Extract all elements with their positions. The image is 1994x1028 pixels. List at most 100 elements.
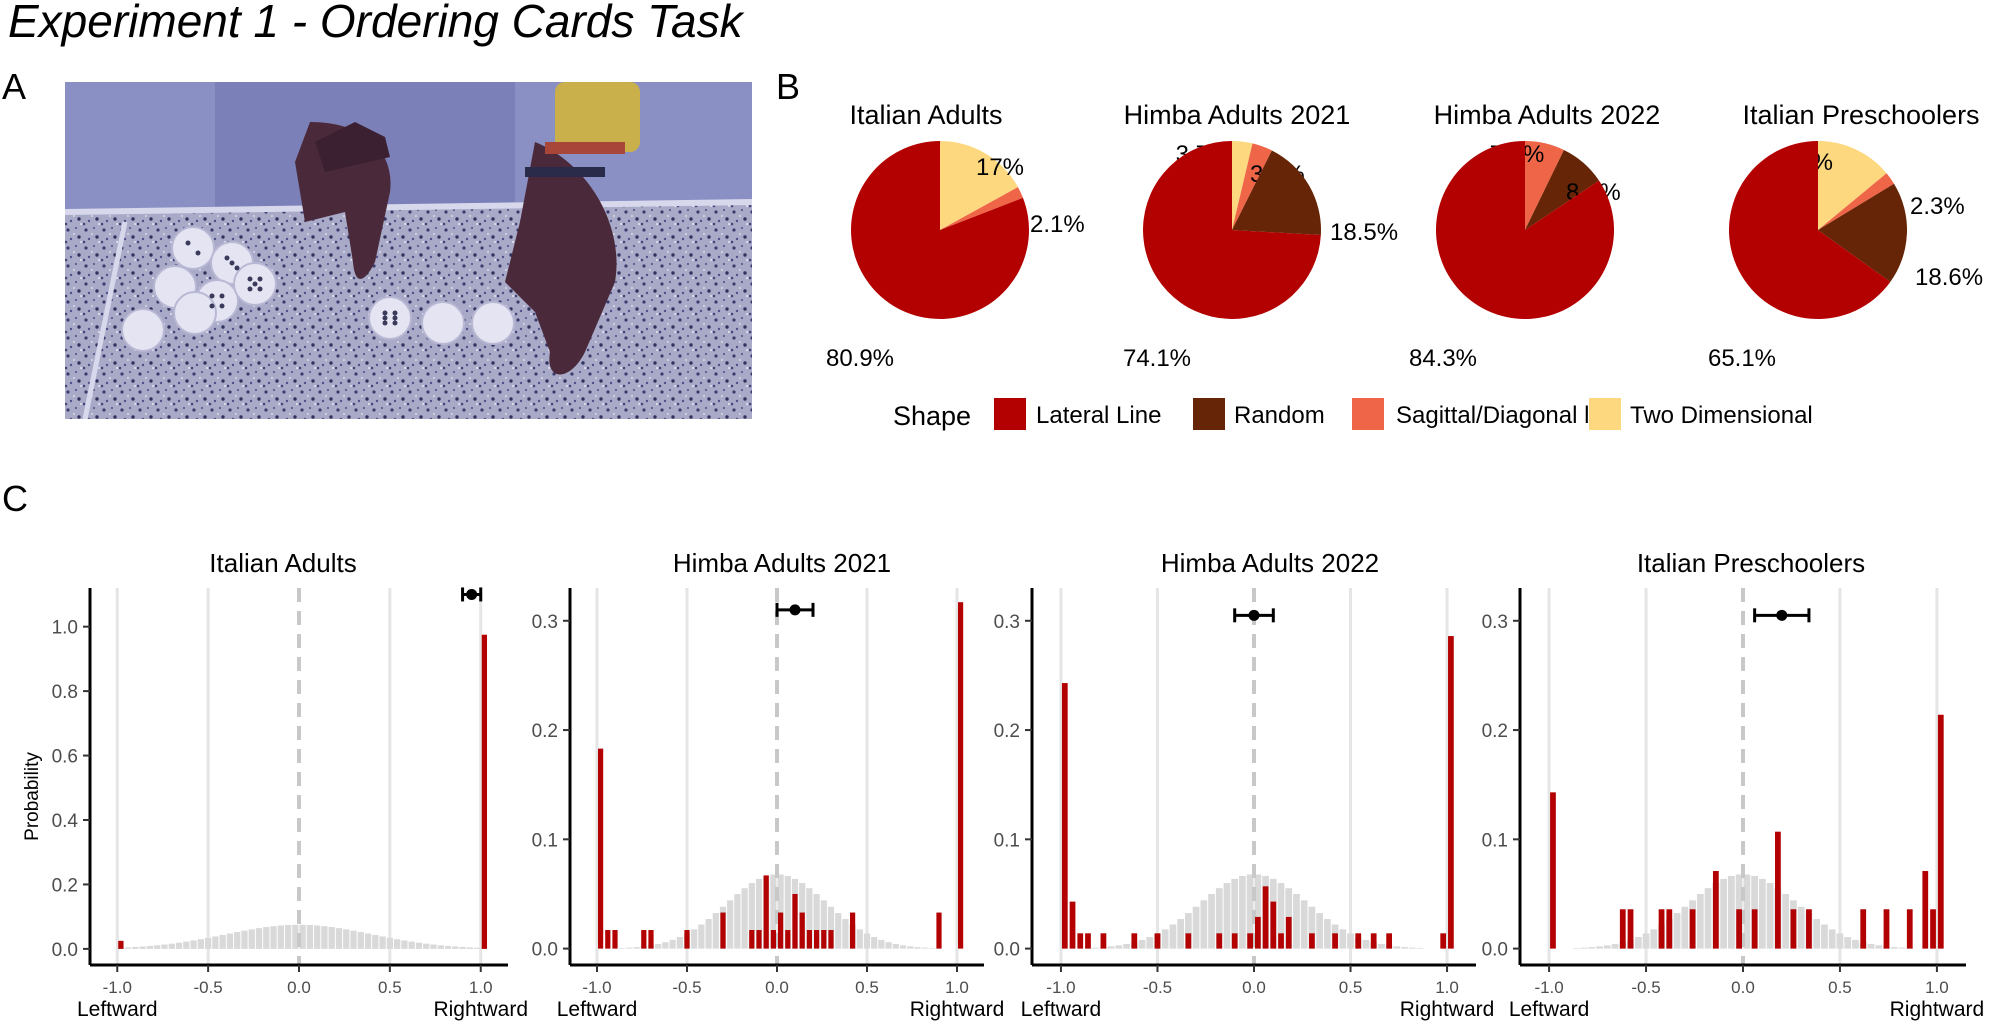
data-bar (1247, 933, 1253, 949)
prior-bar (820, 900, 827, 949)
x-tick-label: 0.5 (855, 978, 879, 997)
prior-bar (863, 933, 871, 949)
prior-bar (1169, 924, 1177, 949)
prior-bar (444, 945, 452, 949)
prior-bar (473, 947, 481, 949)
prior-bar (1797, 906, 1805, 949)
pie-slice-label: 17% (976, 154, 1024, 181)
prior-bar (132, 946, 139, 949)
prior-bar (379, 936, 386, 949)
data-bar (641, 930, 647, 949)
prior-bar (1782, 894, 1790, 949)
prior-bar (827, 906, 835, 949)
data-bar (1216, 933, 1223, 949)
prior-bar (1115, 945, 1123, 949)
x-tick-label: 1.0 (945, 978, 969, 997)
prior-bar (1362, 939, 1370, 949)
data-bar (1619, 909, 1626, 949)
prior-bar (335, 928, 343, 949)
prior-bar (619, 947, 626, 949)
y-axis-label: Probability (22, 752, 43, 841)
prior-bar (1572, 947, 1580, 949)
prior-bar (430, 944, 437, 949)
prior-bar (1339, 929, 1347, 949)
legend-title: Shape (893, 401, 971, 431)
data-bar (1922, 871, 1929, 949)
prior-bar (928, 947, 935, 949)
data-bar (792, 893, 798, 949)
prior-bar (1208, 894, 1215, 949)
prior-bar (835, 913, 842, 949)
prior-bar (328, 927, 335, 949)
prior-bar (1408, 947, 1416, 949)
prior-bar (204, 937, 212, 949)
prior-bar (1239, 875, 1246, 949)
data-bar (1278, 933, 1284, 949)
data-bar (936, 912, 942, 949)
prior-bar (1192, 906, 1200, 949)
histogram-chart: Italian Adults 0.0 0.2 0.4 0.6 0.8 1.0 -1.0 -0.5… (22, 548, 528, 1021)
y-tick-label: 0.0 (1482, 940, 1508, 961)
prior-bar (1759, 878, 1766, 949)
y-tick-label: 0.3 (1482, 612, 1508, 633)
pie-slice-lateral (1729, 141, 1891, 319)
data-bar (821, 930, 827, 949)
prior-bar (1146, 937, 1154, 949)
data-bar (799, 912, 805, 949)
prior-bar (1293, 894, 1300, 949)
prior-bar (277, 925, 284, 949)
data-bar (720, 912, 726, 949)
data-bar (1100, 933, 1107, 949)
prior-bar (1231, 878, 1239, 949)
pie-slice-lateral (1143, 141, 1321, 319)
pie-slice-label: 18.5% (1330, 219, 1398, 246)
y-tick-label: 0.1 (994, 830, 1020, 851)
data-bar (1550, 792, 1556, 949)
y-tick-label: 0.3 (994, 612, 1020, 633)
panel-label-b: B (776, 66, 801, 107)
prior-bar (662, 942, 669, 949)
prior-bar (350, 930, 357, 949)
prior-bar (1107, 946, 1115, 949)
prior-bar (343, 929, 350, 949)
data-bar (684, 930, 690, 949)
prior-bar (292, 924, 299, 949)
data-bar (1069, 901, 1076, 949)
pie-title: Italian Preschoolers (1742, 100, 1979, 130)
prior-bar (255, 928, 263, 949)
legend: Shape Lateral Line Random Sagittal/Diagonal… (893, 398, 1813, 431)
pie-chart: Italian Adults 17% 2.1% 80.9% (826, 100, 1085, 372)
prior-bar (1200, 900, 1208, 949)
data-bar (756, 930, 762, 949)
prior-bar (899, 945, 907, 949)
prior-bar (856, 929, 863, 949)
data-bar (763, 875, 769, 949)
pie-slice-label: 65.1% (1708, 345, 1776, 372)
data-bar (1061, 683, 1068, 949)
prior-bar (1092, 947, 1100, 949)
prior-bar (1254, 874, 1262, 949)
x-tick-label: 0.5 (1828, 978, 1852, 997)
pie-charts: Italian Adults 17% 2.1% 80.9% Himba Adults 2… (826, 100, 1983, 431)
prior-bar (1681, 906, 1689, 949)
prior-bar (437, 945, 444, 949)
prior-bar (452, 946, 459, 949)
prior-bar (914, 947, 921, 949)
prior-bar (698, 924, 705, 949)
prior-bar (669, 939, 676, 949)
y-tick-label: 0.0 (994, 940, 1020, 961)
prior-bar (357, 932, 364, 949)
prior-bar (1821, 924, 1828, 949)
data-bar (1806, 909, 1812, 949)
pie-title: Italian Adults (849, 100, 1002, 130)
legend-label: Two Dimensional (1630, 402, 1813, 429)
x-tick-label: -0.5 (1631, 978, 1660, 997)
prior-bar (1844, 937, 1852, 949)
prior-bar (813, 894, 820, 949)
prior-bar (1650, 929, 1658, 949)
x-tick-label: 0.5 (378, 978, 402, 997)
data-bar (958, 602, 964, 949)
x-left-label: Leftward (1021, 998, 1102, 1021)
prior-bar (1308, 906, 1316, 949)
y-tick-label: 0.8 (52, 682, 78, 703)
